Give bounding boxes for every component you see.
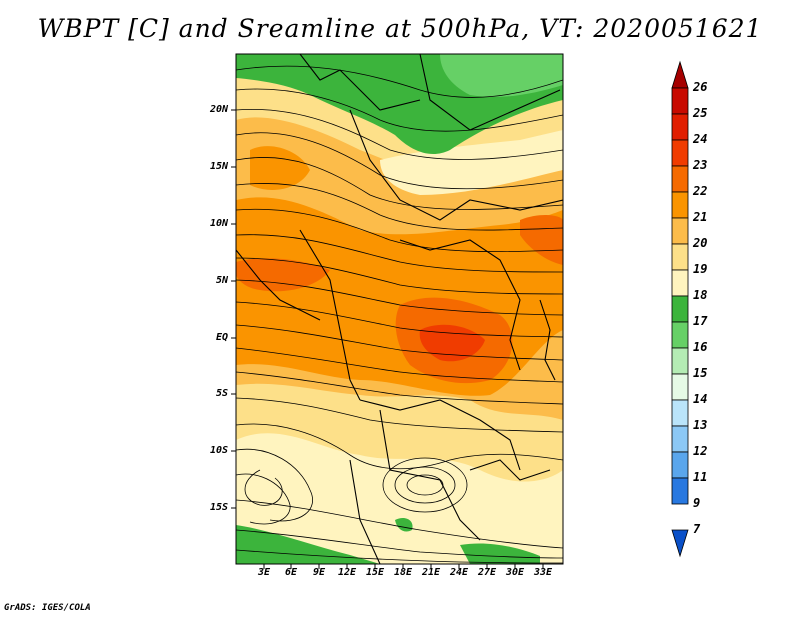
lon-label: 9E bbox=[312, 567, 326, 578]
field-16-north bbox=[440, 54, 563, 97]
colorbar-cell bbox=[671, 269, 689, 297]
lat-label: 15N bbox=[209, 161, 228, 172]
lon-label: 24E bbox=[449, 567, 469, 578]
field-22 bbox=[236, 258, 330, 292]
colorbar-label: 19 bbox=[693, 262, 708, 276]
field-18-north bbox=[380, 130, 563, 195]
colorbar-label: 26 bbox=[693, 80, 708, 94]
colorbar-label: 25 bbox=[693, 106, 708, 120]
lon-label: 30E bbox=[505, 567, 525, 578]
lon-label: 27E bbox=[477, 567, 497, 578]
lat-label: 5N bbox=[215, 275, 228, 286]
colorbar-label: 13 bbox=[693, 418, 708, 432]
field-22-c bbox=[520, 215, 563, 265]
lon-label: 33E bbox=[533, 567, 553, 578]
footer-credit: GrADS: IGES/COLA bbox=[4, 603, 91, 613]
colorbar-label: 23 bbox=[693, 158, 708, 172]
colorbar-cell bbox=[671, 243, 689, 271]
colorbar-cell bbox=[671, 139, 689, 167]
colorbar-label: 9 bbox=[693, 496, 701, 510]
lat-label: 5S bbox=[215, 388, 228, 399]
lat-label: 10N bbox=[209, 218, 228, 229]
colorbar-cell bbox=[671, 321, 689, 349]
lat-ticks bbox=[231, 109, 236, 509]
chart-title: WBPT [C] and Sreamline at 500hPa, VT: 20… bbox=[37, 14, 763, 43]
colorbar-min-arrow bbox=[671, 529, 689, 558]
colorbar-cell bbox=[671, 295, 689, 323]
colorbar-label: 17 bbox=[693, 314, 708, 328]
colorbar-cell bbox=[671, 191, 689, 219]
colorbar-label: 22 bbox=[693, 184, 708, 198]
colorbar-cell bbox=[671, 113, 689, 141]
colorbar-label: 18 bbox=[693, 288, 708, 302]
lon-label: 21E bbox=[421, 567, 441, 578]
colorbar-label: 11 bbox=[693, 470, 708, 484]
colorbar-cell bbox=[671, 217, 689, 245]
colorbar-cell bbox=[671, 451, 689, 479]
colorbar-cell bbox=[671, 373, 689, 401]
lat-label: 20N bbox=[209, 104, 228, 115]
colorbar-label: 15 bbox=[693, 366, 708, 380]
lat-label: 10S bbox=[209, 445, 228, 456]
lon-label: 12E bbox=[337, 567, 357, 578]
lon-label: 3E bbox=[257, 567, 271, 578]
colorbar-label: 12 bbox=[693, 444, 708, 458]
colorbar-label: 14 bbox=[693, 392, 708, 406]
country-borders bbox=[236, 54, 563, 564]
map-area bbox=[236, 54, 563, 564]
colorbar-cell bbox=[671, 425, 689, 453]
colorbar-label: 20 bbox=[693, 236, 708, 250]
colorbar-cell bbox=[671, 165, 689, 193]
colorbar-label: 16 bbox=[693, 340, 708, 354]
lat-label: 15S bbox=[209, 502, 228, 513]
streamlines bbox=[236, 65, 563, 564]
field-17-south bbox=[236, 525, 380, 564]
lon-ticks bbox=[263, 564, 544, 569]
colorbar-cell bbox=[671, 347, 689, 375]
colorbar-label: 21 bbox=[693, 210, 708, 224]
lon-label: 15E bbox=[365, 567, 385, 578]
colorbar-cells bbox=[671, 87, 689, 505]
map-frame bbox=[235, 53, 564, 565]
colorbar-max-arrow bbox=[671, 60, 689, 89]
colorbar-label: 7 bbox=[693, 522, 701, 536]
colorbar-cell bbox=[671, 87, 689, 115]
field-17-south-b bbox=[460, 543, 540, 564]
colorbar-cell bbox=[671, 399, 689, 427]
colorbar-label: 24 bbox=[693, 132, 708, 146]
field-18 bbox=[236, 433, 563, 564]
lon-label: 6E bbox=[284, 567, 298, 578]
colorbar-cell bbox=[671, 477, 689, 505]
lat-label: EQ bbox=[215, 332, 228, 343]
colorbar bbox=[671, 60, 689, 558]
lon-label: 18E bbox=[393, 567, 413, 578]
